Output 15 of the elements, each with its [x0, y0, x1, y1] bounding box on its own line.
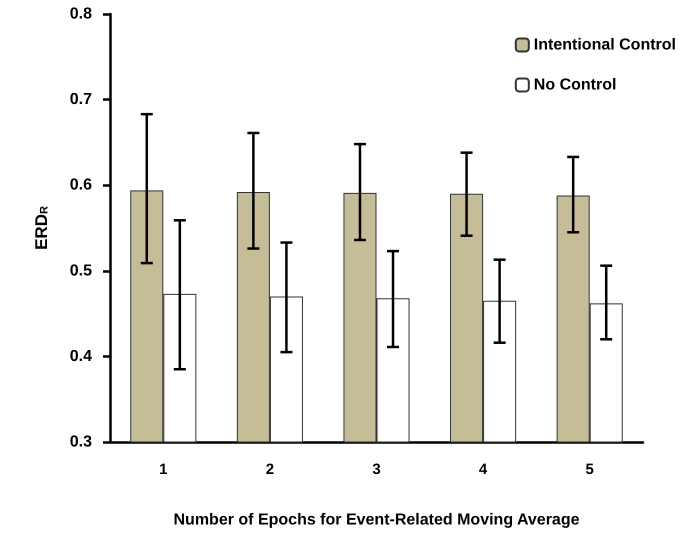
y-tick-label: 0.7: [70, 91, 92, 108]
legend-label: Intentional Control: [534, 36, 676, 54]
y-tick-label: 0.3: [70, 434, 92, 450]
x-tick-label: 1: [159, 461, 168, 478]
x-tick-label: 5: [586, 461, 594, 478]
y-tick-label: 0.6: [70, 176, 92, 194]
y-tick-label: 0.5: [70, 262, 92, 280]
y-axis-title: ERDR: [32, 206, 51, 250]
x-tick-label: 2: [266, 461, 274, 478]
x-tick-label: 4: [478, 461, 488, 478]
y-tick-label: 0.8: [70, 6, 92, 22]
x-tick-label: 3: [372, 461, 381, 478]
x-axis-title: Number of Epochs for Event-Related Moving Average: [174, 512, 580, 528]
legend-label: No Control: [534, 76, 616, 94]
y-tick-label: 0.4: [70, 348, 92, 365]
